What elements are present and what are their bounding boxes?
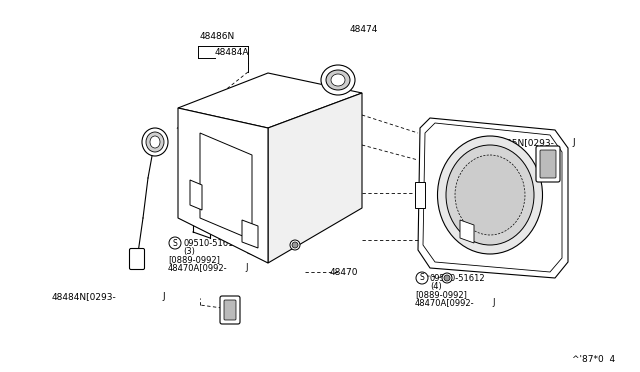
Ellipse shape (146, 132, 164, 152)
Text: [0889-0992]: [0889-0992] (168, 255, 220, 264)
Text: 09510-51612: 09510-51612 (183, 239, 239, 248)
Text: 48470: 48470 (330, 268, 358, 277)
Polygon shape (242, 220, 258, 248)
FancyBboxPatch shape (536, 146, 560, 182)
Ellipse shape (446, 145, 534, 245)
Text: 48484N[0293-: 48484N[0293- (52, 292, 116, 301)
Text: (3): (3) (183, 247, 195, 256)
Circle shape (292, 242, 298, 248)
Text: 09510-51612: 09510-51612 (430, 274, 486, 283)
Polygon shape (460, 220, 474, 243)
Circle shape (444, 275, 450, 281)
Text: [0889-0992]: [0889-0992] (415, 290, 467, 299)
Text: J: J (245, 263, 248, 272)
Ellipse shape (455, 155, 525, 235)
Text: 48485N[0293-: 48485N[0293- (490, 138, 555, 147)
Ellipse shape (326, 70, 350, 90)
Circle shape (442, 273, 452, 283)
FancyBboxPatch shape (220, 296, 240, 324)
Text: J: J (492, 298, 495, 307)
Text: (4): (4) (430, 282, 442, 291)
Text: 48486N: 48486N (200, 32, 236, 41)
Ellipse shape (321, 65, 355, 95)
Ellipse shape (438, 136, 543, 254)
Polygon shape (178, 73, 362, 128)
Ellipse shape (331, 74, 345, 86)
Text: J: J (162, 292, 164, 301)
Text: 48484A: 48484A (215, 48, 250, 57)
Text: 48474: 48474 (350, 25, 378, 34)
Circle shape (290, 240, 300, 250)
Polygon shape (415, 182, 425, 208)
Ellipse shape (150, 136, 160, 148)
Text: 48470A[0992-: 48470A[0992- (168, 263, 228, 272)
Text: S: S (420, 273, 424, 282)
FancyBboxPatch shape (540, 150, 556, 178)
Polygon shape (178, 108, 268, 263)
Polygon shape (200, 133, 252, 240)
Text: 48470A[0992-: 48470A[0992- (415, 298, 475, 307)
Text: S: S (173, 238, 177, 247)
Text: ^'87*0  4: ^'87*0 4 (572, 355, 615, 364)
Polygon shape (268, 93, 362, 263)
Polygon shape (423, 123, 562, 272)
FancyBboxPatch shape (224, 300, 236, 320)
Text: J: J (572, 138, 575, 147)
Ellipse shape (142, 128, 168, 156)
Polygon shape (418, 118, 568, 278)
Polygon shape (190, 180, 202, 210)
FancyBboxPatch shape (129, 248, 145, 269)
